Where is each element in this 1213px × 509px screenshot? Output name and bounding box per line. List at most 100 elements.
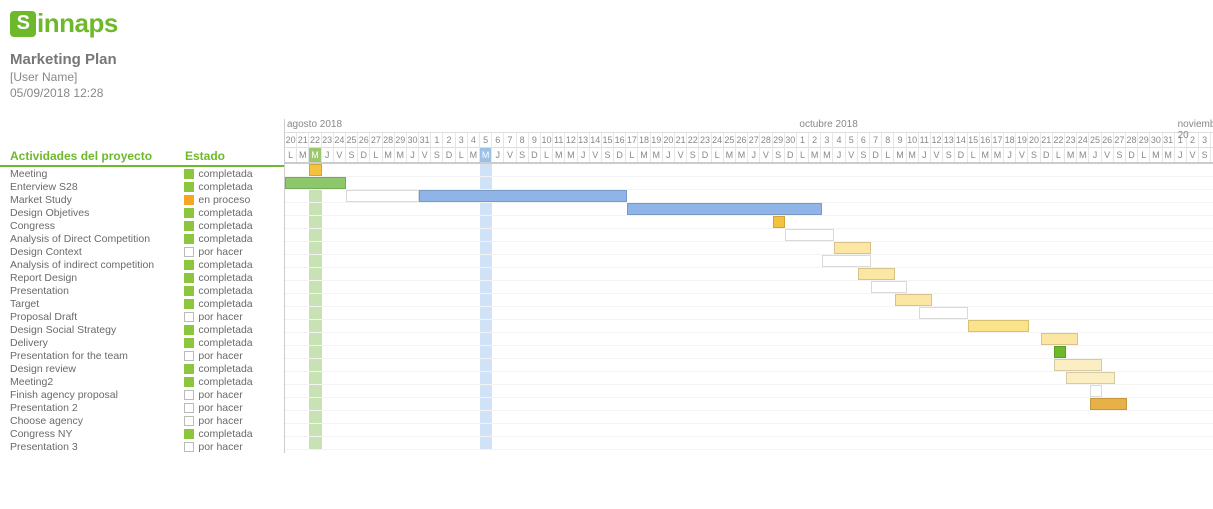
date-cell: 23 [699, 133, 711, 148]
gantt-bar[interactable] [627, 203, 822, 215]
dow-cell: M [907, 148, 919, 162]
status-label: completada [198, 363, 252, 375]
status-box [184, 390, 194, 400]
gantt-bar[interactable] [858, 268, 895, 280]
activity-row: Presentationcompletada [0, 284, 284, 297]
status-box [184, 403, 194, 413]
date-cell: 1 [797, 133, 809, 148]
activity-status: completada [184, 428, 284, 440]
gantt-bar[interactable] [834, 242, 871, 254]
activities-list: MeetingcompletadaEnterview S28completada… [0, 167, 284, 453]
dow-cell: D [1041, 148, 1053, 162]
gantt-row [285, 346, 1213, 359]
dow-cell: D [785, 148, 797, 162]
gantt-bar[interactable] [968, 320, 1029, 332]
dow-cell: M [1077, 148, 1089, 162]
activity-name: Design Social Strategy [10, 324, 184, 336]
dow-cell: S [858, 148, 870, 162]
gantt-bar[interactable] [309, 164, 321, 176]
dow-cell: V [590, 148, 602, 162]
dow-cell: S [773, 148, 785, 162]
gantt-bar[interactable] [1066, 372, 1115, 384]
gantt-bar[interactable] [1054, 346, 1066, 358]
activity-status: completada [184, 285, 284, 297]
gantt-row [285, 320, 1213, 333]
dow-cell: M [565, 148, 577, 162]
dow-cell: V [760, 148, 772, 162]
gantt-bar[interactable] [1054, 359, 1103, 371]
gantt-bar[interactable] [1041, 333, 1078, 345]
status-box [184, 377, 194, 387]
dow-cell: J [1175, 148, 1187, 162]
activity-status: completada [184, 298, 284, 310]
gantt-bar[interactable] [822, 255, 871, 267]
gantt-bar[interactable] [871, 281, 908, 293]
gantt-bar[interactable] [419, 190, 626, 202]
gantt-row [285, 411, 1213, 424]
dow-cell: L [541, 148, 553, 162]
date-cell: 1 [431, 133, 443, 148]
column-headers: Actividades del proyecto Estado [0, 119, 284, 167]
activity-row: Design reviewcompletada [0, 362, 284, 375]
dow-cell: D [699, 148, 711, 162]
status-box [184, 260, 194, 270]
activity-name: Finish agency proposal [10, 389, 184, 401]
status-label: por hacer [198, 415, 242, 427]
date-cell: 15 [602, 133, 614, 148]
status-box [184, 169, 194, 179]
date-cell: 6 [858, 133, 870, 148]
dow-cell: D [870, 148, 882, 162]
activity-row: Presentation for the teampor hacer [0, 349, 284, 362]
dow-cell: M [736, 148, 748, 162]
gantt-panel: agosto 2018octubre 2018noviembre 20 2021… [285, 119, 1213, 450]
date-cell: 31 [1163, 133, 1175, 148]
status-label: en proceso [198, 194, 250, 206]
activity-row: Report Designcompletada [0, 271, 284, 284]
gantt-bar[interactable] [1090, 385, 1102, 397]
dow-cell: M [821, 148, 833, 162]
gantt-bar[interactable] [346, 190, 419, 202]
activity-name: Market Study [10, 194, 184, 206]
gantt-bar[interactable] [919, 307, 968, 319]
date-cell: 25 [724, 133, 736, 148]
dow-cell: V [334, 148, 346, 162]
date-cell: 26 [736, 133, 748, 148]
dow-cell: V [504, 148, 516, 162]
gantt-bar[interactable] [285, 177, 346, 189]
status-box [184, 416, 194, 426]
dow-cell: S [431, 148, 443, 162]
dow-cell: J [833, 148, 845, 162]
date-cell: 3 [821, 133, 833, 148]
date-cell: 10 [541, 133, 553, 148]
date-cell: 30 [407, 133, 419, 148]
date-cell: 13 [578, 133, 590, 148]
activity-status: por hacer [184, 415, 284, 427]
dow-cell: V [419, 148, 431, 162]
dow-cell: M [383, 148, 395, 162]
gantt-row [285, 203, 1213, 216]
gantt-bar[interactable] [895, 294, 932, 306]
status-label: completada [198, 337, 252, 349]
activity-row: Choose agency por hacer [0, 414, 284, 427]
gantt-bar[interactable] [785, 229, 834, 241]
date-cell: 22 [1053, 133, 1065, 148]
status-label: completada [198, 285, 252, 297]
dow-cell: M [297, 148, 309, 162]
status-box [184, 221, 194, 231]
logo-badge: S [10, 11, 36, 37]
activity-name: Choose agency [10, 415, 184, 427]
date-cell: 25 [1089, 133, 1101, 148]
gantt-bar[interactable] [773, 216, 785, 228]
date-cell: 14 [955, 133, 967, 148]
dow-cell: S [517, 148, 529, 162]
status-label: completada [198, 207, 252, 219]
gantt-bar[interactable] [1090, 398, 1127, 410]
status-label: completada [198, 233, 252, 245]
activity-status: completada [184, 220, 284, 232]
dow-cell: V [675, 148, 687, 162]
gantt-row [285, 190, 1213, 203]
activity-status: completada [184, 272, 284, 284]
status-label: completada [198, 324, 252, 336]
activity-name: Delivery [10, 337, 184, 349]
dow-cell: D [358, 148, 370, 162]
